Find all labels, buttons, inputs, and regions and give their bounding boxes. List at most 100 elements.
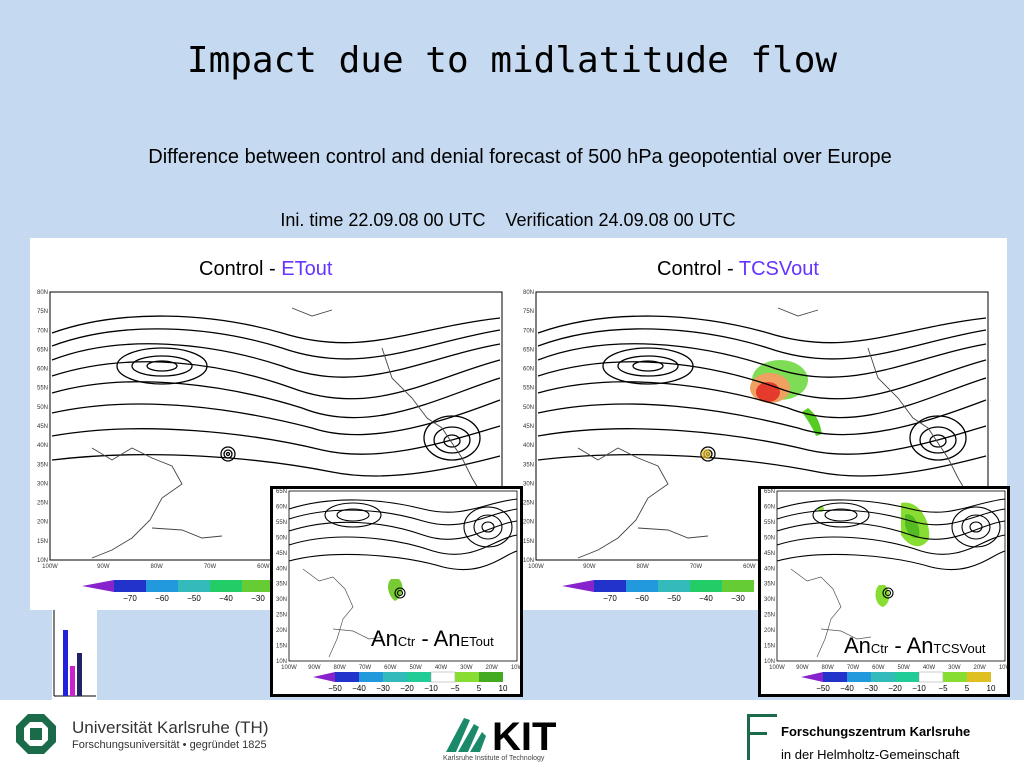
lon-tick-label: 70W bbox=[359, 665, 372, 671]
right-inset-lat-labels: 65N 60N 55N 50N 45N 40N 35N 30N 25N 20N 15N 10N bbox=[764, 489, 775, 665]
colorbar-tick-label: −10 bbox=[912, 684, 926, 693]
lon-tick-label: 80W bbox=[821, 665, 834, 671]
colorbar-tick-label: −10 bbox=[424, 684, 438, 693]
footer-bar bbox=[0, 700, 1024, 768]
right-panel-label: Control - TCSVout bbox=[657, 258, 819, 281]
colorbar-tick-label: −30 bbox=[251, 594, 265, 603]
fzk-logo bbox=[745, 712, 779, 762]
lon-tick-label: 80W bbox=[636, 564, 649, 570]
lat-tick-label: 80N bbox=[523, 290, 534, 296]
lon-tick-label: 90W bbox=[796, 665, 809, 671]
colorbar-tick-label: −20 bbox=[400, 684, 414, 693]
colorbar-tick-label: −70 bbox=[123, 594, 137, 603]
left-label-accent: ETout bbox=[281, 258, 333, 280]
right-inset-label-sub2: TCSVout bbox=[933, 641, 986, 656]
lat-tick-label: 50N bbox=[276, 535, 287, 541]
lat-tick-label: 60N bbox=[523, 367, 534, 373]
university-name: Universität Karlsruhe (TH) bbox=[72, 718, 269, 737]
lon-tick-label: 90W bbox=[97, 564, 110, 570]
lat-tick-label: 10N bbox=[276, 659, 287, 665]
right-difference-shading bbox=[750, 360, 822, 436]
lat-tick-label: 20N bbox=[523, 520, 534, 526]
lat-tick-label: 15N bbox=[523, 539, 534, 545]
colorbar-tick-label: −70 bbox=[603, 594, 617, 603]
colorbar-tick-label: 10 bbox=[499, 684, 508, 693]
lat-tick-label: 60N bbox=[37, 367, 48, 373]
lat-tick-label: 10N bbox=[523, 558, 534, 564]
lon-tick-label: 40W bbox=[923, 665, 936, 671]
colorbar-tick-label: 5 bbox=[477, 684, 482, 693]
colorbar-tick-label: 5 bbox=[965, 684, 970, 693]
lon-tick-label: 70W bbox=[847, 665, 860, 671]
lat-tick-label: 25N bbox=[37, 501, 48, 507]
left-inset-lon-labels: 100W 90W 80W 70W 60W 50W 40W 30W 20W 10W bbox=[281, 665, 523, 671]
lon-tick-label: 60W bbox=[384, 665, 397, 671]
lon-tick-label: 90W bbox=[308, 665, 321, 671]
lat-tick-label: 50N bbox=[37, 405, 48, 411]
colorbar-tick-label: −30 bbox=[731, 594, 745, 603]
lat-tick-label: 60N bbox=[764, 504, 775, 510]
lat-tick-label: 75N bbox=[523, 309, 534, 315]
lon-tick-label: 100W bbox=[769, 665, 785, 671]
right-inset-colorbar-labels: −50 −40 −30 −20 −10 −5 5 10 bbox=[816, 684, 996, 693]
left-label-prefix: Control - bbox=[199, 258, 282, 280]
colorbar-tick-label: −20 bbox=[888, 684, 902, 693]
kit-subtitle: Karlsruhe Institute of Technology bbox=[443, 755, 545, 762]
colorbar-tick-label: −40 bbox=[840, 684, 854, 693]
left-inset-label: AnCtr - AnETout bbox=[371, 626, 494, 652]
lat-tick-label: 25N bbox=[764, 613, 775, 619]
right-inset-graphic: 65N 60N 55N 50N 45N 40N 35N 30N 25N 20N 15N 10N 100… bbox=[764, 489, 1012, 693]
lat-tick-label: 80N bbox=[37, 290, 48, 296]
fzk-name: Forschungszentrum Karlsruhe bbox=[781, 724, 971, 739]
left-inset-label-main: An bbox=[371, 626, 398, 651]
right-label-accent: TCSVout bbox=[738, 258, 819, 280]
lon-tick-label: 30W bbox=[948, 665, 961, 671]
lon-tick-label: 30W bbox=[460, 665, 473, 671]
lat-tick-label: 65N bbox=[276, 489, 287, 495]
lat-tick-label: 40N bbox=[764, 566, 775, 572]
lon-tick-label: 60W bbox=[257, 564, 270, 570]
left-colorbar-labels: −70 −60 −50 −40 −30 bbox=[123, 594, 265, 603]
lat-tick-label: 45N bbox=[523, 424, 534, 430]
colorbar-tick-label: −50 bbox=[816, 684, 830, 693]
left-inset-label-sub2: ETout bbox=[460, 634, 494, 649]
left-inset-graphic: 65N 60N 55N 50N 45N 40N 35N 30N 25N 20N 15N 10N 100… bbox=[276, 489, 524, 693]
colorbar-tick-label: −50 bbox=[187, 594, 201, 603]
slide-title: Impact due to midlatitude flow bbox=[186, 40, 838, 81]
lat-tick-label: 30N bbox=[523, 481, 534, 487]
colorbar-tick-label: −40 bbox=[699, 594, 713, 603]
left-inset-colorbar-labels: −50 −40 −30 −20 −10 −5 5 10 bbox=[328, 684, 508, 693]
lat-tick-label: 20N bbox=[276, 628, 287, 634]
lat-tick-label: 15N bbox=[276, 644, 287, 650]
lat-tick-label: 55N bbox=[276, 520, 287, 526]
lon-tick-label: 100W bbox=[528, 564, 544, 570]
lon-tick-label: 10W bbox=[999, 665, 1007, 671]
right-inset-label-sub1: Ctr bbox=[870, 641, 889, 656]
lon-tick-label: 60W bbox=[743, 564, 756, 570]
lat-tick-label: 55N bbox=[523, 386, 534, 392]
left-inset-label-sub1: Ctr bbox=[397, 634, 416, 649]
lon-tick-label: 10W bbox=[511, 665, 520, 671]
lat-tick-label: 60N bbox=[276, 504, 287, 510]
right-colorbar-labels: −70 −60 −50 −40 −30 bbox=[603, 594, 745, 603]
left-colorbar: −70 −60 −50 −40 −30 bbox=[82, 580, 274, 603]
colorbar-tick-label: −60 bbox=[155, 594, 169, 603]
lat-tick-label: 65N bbox=[523, 347, 534, 353]
lat-tick-label: 45N bbox=[276, 551, 287, 557]
right-inset-label-main: An bbox=[844, 633, 871, 658]
lon-tick-label: 80W bbox=[333, 665, 346, 671]
lat-tick-label: 25N bbox=[523, 501, 534, 507]
left-panel-label: Control - ETout bbox=[199, 258, 332, 281]
university-seal-icon bbox=[14, 712, 58, 756]
lat-tick-label: 40N bbox=[523, 443, 534, 449]
fzk-subtitle: in der Helmholtz-Gemeinschaft bbox=[781, 747, 960, 762]
right-inset-label: AnCtr - AnTCSVout bbox=[844, 633, 986, 659]
lat-tick-label: 45N bbox=[764, 551, 775, 557]
lat-tick-label: 15N bbox=[764, 644, 775, 650]
lon-tick-label: 100W bbox=[281, 665, 297, 671]
lat-tick-label: 25N bbox=[276, 613, 287, 619]
right-label-prefix: Control - bbox=[657, 258, 739, 280]
lat-tick-label: 20N bbox=[764, 628, 775, 634]
kit-logo: KIT bbox=[444, 710, 570, 759]
colorbar-tick-label: −5 bbox=[450, 684, 460, 693]
